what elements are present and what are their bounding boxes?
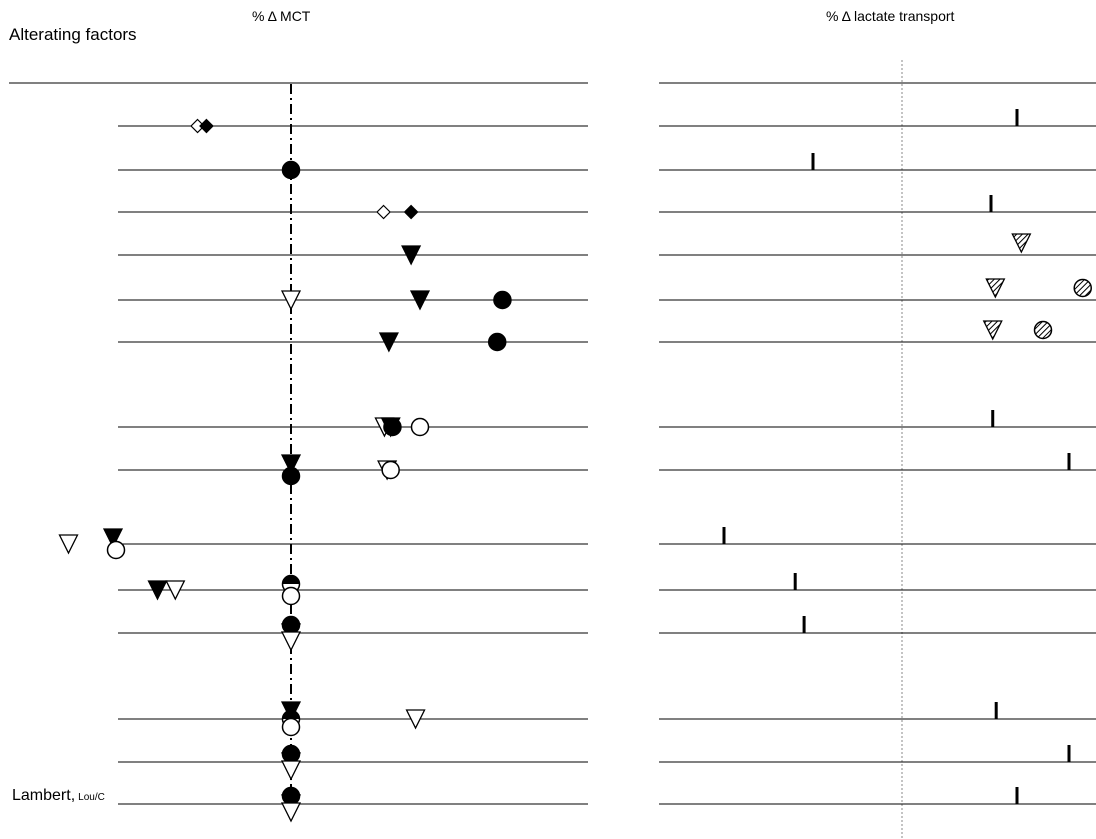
bar-marker <box>1067 453 1071 470</box>
row-label: Lambert, Lou/C <box>12 787 105 804</box>
filled-triangle-marker <box>147 580 168 601</box>
open-circle-marker <box>381 460 400 480</box>
lactate-axis-title: % Δ lactate transport <box>826 8 955 24</box>
filled-circle-marker <box>281 466 301 486</box>
open-circle-marker <box>106 540 126 560</box>
filled-triangle-marker <box>409 290 431 311</box>
filled-diamond-marker <box>403 204 419 220</box>
bar-marker <box>991 410 995 427</box>
half-circle-fill <box>282 616 300 625</box>
filled-circle-marker <box>487 332 507 352</box>
bar-marker <box>1015 787 1019 804</box>
filled-circle-marker <box>281 160 301 180</box>
filled-diamond-marker <box>199 118 214 134</box>
bar-marker <box>811 153 815 170</box>
hatched-triangle-marker <box>1011 233 1032 254</box>
open-circle-marker <box>281 586 301 606</box>
bar-marker <box>994 702 998 719</box>
bar-marker <box>793 573 797 590</box>
half-circle-fill <box>282 710 300 719</box>
bar-marker <box>722 527 726 544</box>
mct-axis-title: % Δ MCT <box>252 8 311 24</box>
row-label-small: Lou/C <box>78 792 105 803</box>
half-circle-fill <box>282 575 300 584</box>
open-circle-marker <box>281 717 301 737</box>
half-circle-fill <box>282 745 300 754</box>
hatched-triangle-marker <box>985 278 1006 299</box>
bar-marker <box>989 195 993 212</box>
hatched-triangle-marker <box>982 320 1003 341</box>
filled-triangle-marker <box>401 245 422 266</box>
open-triangle-marker <box>280 802 302 823</box>
open-triangle-marker <box>165 580 186 601</box>
mct-panel: Alterating factors % Δ MCT Lambert, Lou/C <box>9 8 588 823</box>
open-triangle-marker <box>280 760 302 781</box>
filled-triangle-marker <box>280 454 302 475</box>
filled-triangle-marker <box>102 528 124 549</box>
bar-marker <box>1015 109 1019 126</box>
hatched-circle-marker <box>1073 278 1092 298</box>
row-header: Alterating factors <box>9 25 137 44</box>
filled-triangle-marker <box>378 332 399 353</box>
bar-marker <box>802 616 806 633</box>
half-circle-fill <box>282 787 300 796</box>
open-triangle-marker <box>58 534 79 555</box>
open-triangle-marker <box>280 290 302 311</box>
bar-marker <box>1067 745 1071 762</box>
open-triangle-marker <box>405 709 426 730</box>
hatched-circle-marker <box>1033 320 1053 340</box>
filled-circle-marker <box>383 417 402 437</box>
open-triangle-marker <box>280 631 302 652</box>
row-label-main: Lambert, <box>12 787 75 804</box>
open-diamond-marker <box>376 204 391 220</box>
filled-circle-marker <box>493 290 512 310</box>
lactate-panel: % Δ lactate transport <box>659 8 1096 839</box>
open-circle-marker <box>410 417 430 437</box>
